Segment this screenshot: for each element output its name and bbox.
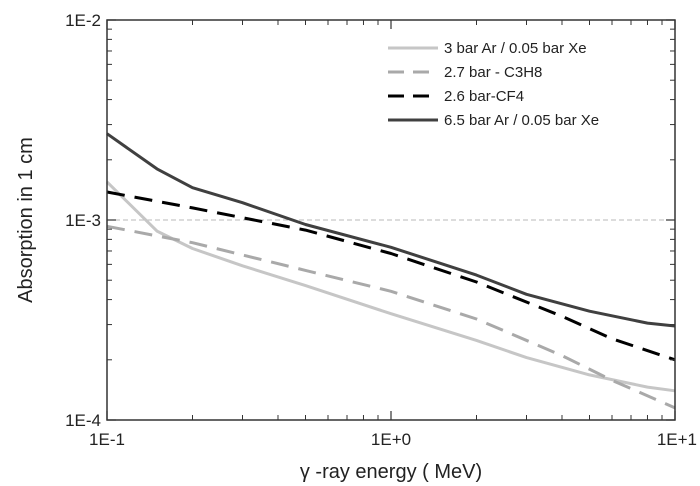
ticks-layer: 1E-1 1E+0 1E+1 1E-4 1E-3 1E-2 [65,11,697,449]
x-tick-label: 1E+0 [371,430,411,449]
series-line-2 [106,224,676,410]
series-layer [105,132,676,410]
series-line-4 [106,132,676,328]
x-tick-label: 1E+1 [657,430,697,449]
legend: 3 bar Ar / 0.05 bar Xe 2.7 bar - C3H8 2.6 … [388,40,599,129]
legend-label: 2.6 bar-CF4 [444,88,524,105]
y-tick-label: 1E-2 [65,11,101,30]
y-tick-label: 1E-3 [65,211,101,230]
legend-label: 3 bar Ar / 0.05 bar Xe [444,40,587,57]
y-tick-label: 1E-4 [65,411,101,430]
legend-label: 2.7 bar - C3H8 [444,64,542,81]
legend-label: 6.5 bar Ar / 0.05 bar Xe [444,112,599,129]
y-axis-title: Absorption in 1 cm [15,137,37,303]
x-tick-label: 1E-1 [89,430,125,449]
x-axis-title: γ -ray energy ( MeV) [300,461,482,483]
series-line-1 [105,180,676,393]
series-line-3 [106,190,676,362]
